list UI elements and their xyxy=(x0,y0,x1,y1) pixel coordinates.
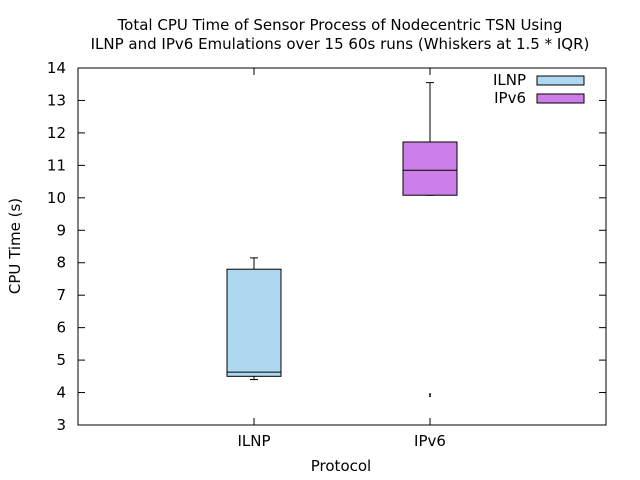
chart-title-line-1: Total CPU Time of Sensor Process of Node… xyxy=(117,16,563,34)
outlier-point xyxy=(429,395,431,398)
y-tick-label: 13 xyxy=(47,91,66,109)
y-tick-label: 8 xyxy=(56,254,66,272)
y-tick-label: 12 xyxy=(47,124,66,142)
x-tick-label: IPv6 xyxy=(414,432,446,450)
x-axis-label: Protocol xyxy=(311,457,371,475)
box-series xyxy=(226,82,458,398)
y-tick-label: 4 xyxy=(56,384,66,402)
x-tick-label: ILNP xyxy=(237,432,270,450)
legend-label: IPv6 xyxy=(494,89,526,107)
outlier-point xyxy=(429,393,431,396)
y-axis-label: CPU Time (s) xyxy=(6,198,24,294)
y-tick-label: 14 xyxy=(47,59,66,77)
legend-label: ILNP xyxy=(493,71,526,89)
y-axis: 3 4 5 6 7 8 9 10 11 12 13 14 xyxy=(47,59,606,434)
box-ipv6 xyxy=(402,82,458,398)
iqr-box xyxy=(402,141,458,196)
y-tick-label: 10 xyxy=(47,189,66,207)
box-ilnp xyxy=(226,257,282,381)
y-tick-label: 3 xyxy=(56,416,66,434)
x-axis: ILNP IPv6 xyxy=(237,68,446,450)
y-tick-label: 5 xyxy=(56,351,66,369)
plot-frame xyxy=(77,67,607,426)
y-tick-label: 6 xyxy=(56,319,66,337)
y-tick-label: 7 xyxy=(56,286,66,304)
y-tick-label: 11 xyxy=(47,156,66,174)
y-tick-label: 9 xyxy=(56,221,66,239)
chart-title-line-2: ILNP and IPv6 Emulations over 15 60s run… xyxy=(91,35,590,53)
legend-swatch xyxy=(536,75,585,86)
legend-swatch xyxy=(536,93,585,104)
iqr-box xyxy=(226,268,282,377)
